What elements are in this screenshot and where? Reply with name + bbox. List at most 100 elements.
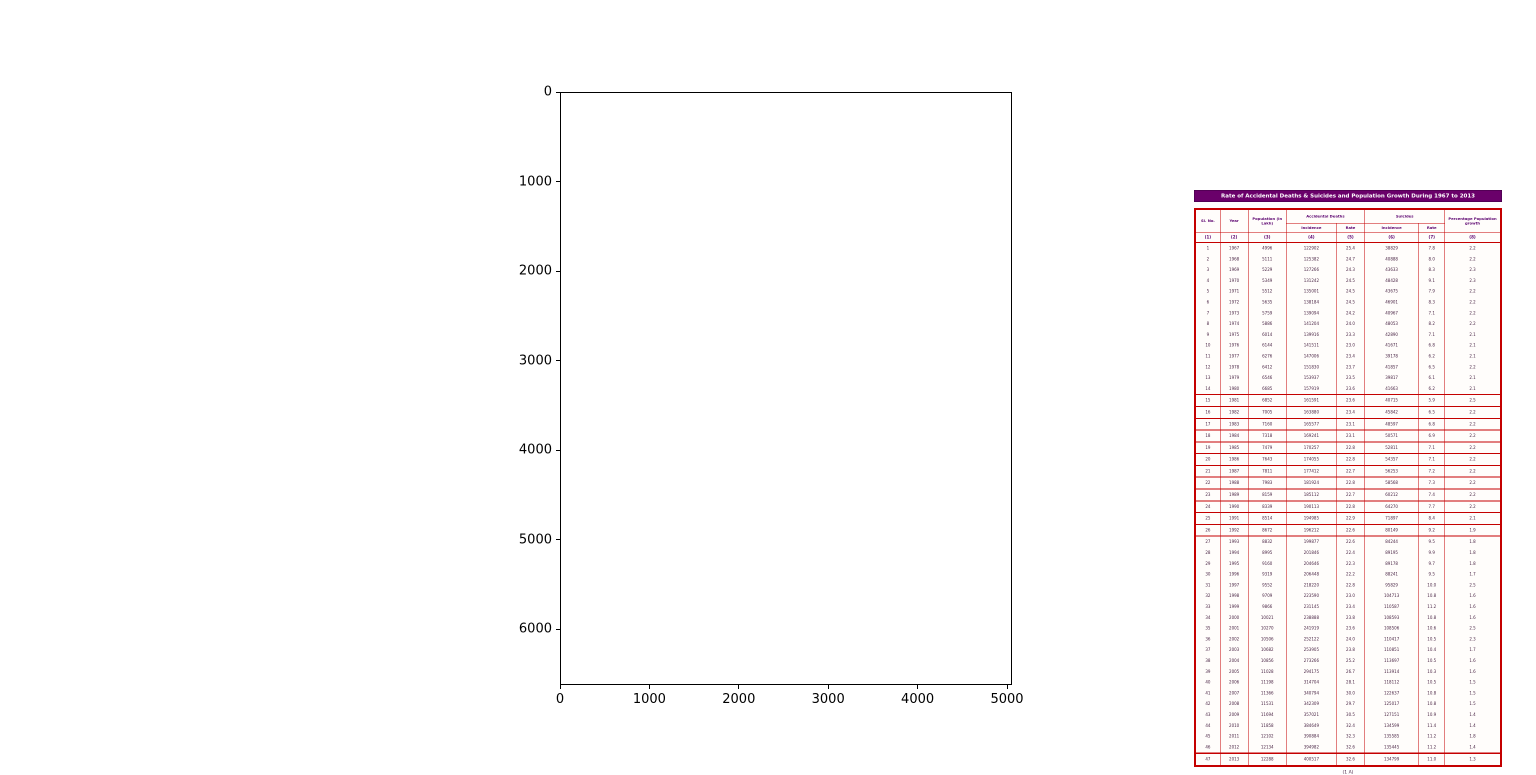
table-cell: 147006 xyxy=(1286,350,1337,362)
table-cell: 2.2 xyxy=(1444,500,1502,514)
table-cell: 23.6 xyxy=(1336,394,1365,407)
table-cell: 8.3 xyxy=(1418,264,1446,276)
table-cell: 5349 xyxy=(1247,275,1287,287)
table-cell: 7.1 xyxy=(1418,307,1446,319)
table-row: 41 2007 11366 340794 30.0 122637 10.8 1.5 xyxy=(1194,687,1502,699)
table-cell: 7.1 xyxy=(1418,441,1446,455)
table-cell: 22.8 xyxy=(1336,441,1365,455)
table-cell: 5.9 xyxy=(1418,394,1446,407)
table-cell: 196212 xyxy=(1286,523,1337,537)
header-year: Year xyxy=(1219,208,1249,233)
table-cell: 110587 xyxy=(1364,601,1419,613)
table-cell: 43633 xyxy=(1364,264,1419,276)
table-cell: 138184 xyxy=(1286,296,1337,308)
table-cell: 9866 xyxy=(1247,601,1287,613)
table-cell: 89195 xyxy=(1364,547,1419,559)
x-tick-label: 0 xyxy=(555,692,565,707)
column-number-row: (1) (2) (3) (4) (5) (6) (7) (8) xyxy=(1194,232,1502,243)
table-cell: 206448 xyxy=(1286,569,1337,580)
table-cell: 2001 xyxy=(1219,623,1249,634)
table-cell: 48053 xyxy=(1364,318,1419,330)
table-cell: 9160 xyxy=(1247,558,1287,570)
table-row: 26 1992 8672 196212 22.6 80149 9.2 1.9 xyxy=(1194,523,1502,537)
table-cell: 41 xyxy=(1194,687,1221,699)
table-cell: 1.4 xyxy=(1444,720,1502,732)
table-cell: 23.0 xyxy=(1336,590,1365,602)
table-cell: 84244 xyxy=(1364,536,1419,548)
table-cell: 2.2 xyxy=(1444,441,1502,455)
table-row: 15 1981 6852 161591 23.6 40715 5.9 2.5 xyxy=(1194,394,1502,407)
table-cell: 2003 xyxy=(1219,644,1249,656)
table-cell: 110851 xyxy=(1364,644,1419,656)
table-cell: 32.6 xyxy=(1336,741,1365,754)
x-tick-label: 4000 xyxy=(901,692,935,707)
table-cell: 10.5 xyxy=(1418,677,1446,688)
table-cell: 20 xyxy=(1194,453,1221,466)
table-cell: 1.9 xyxy=(1444,523,1502,537)
table-cell: 2009 xyxy=(1219,709,1249,721)
table-cell: 1.4 xyxy=(1444,709,1502,721)
table-cell: 95829 xyxy=(1364,579,1419,591)
column-number-cell: (3) xyxy=(1247,232,1287,243)
header-population: Population (in Lakh) xyxy=(1247,208,1287,233)
x-tick-label: 1000 xyxy=(632,692,666,707)
table-cell: 1990 xyxy=(1219,500,1249,514)
table-cell: 1979 xyxy=(1219,372,1249,384)
table-cell: 2.1 xyxy=(1444,350,1502,362)
table-cell: 2.2 xyxy=(1444,488,1502,502)
table-cell: 1.4 xyxy=(1444,741,1502,754)
table-cell: 2.2 xyxy=(1444,307,1502,319)
table-cell: 1972 xyxy=(1219,296,1249,308)
table-cell: 1.5 xyxy=(1444,698,1502,710)
table-cell: 2.2 xyxy=(1444,361,1502,373)
table-cell: 1981 xyxy=(1219,394,1249,407)
table-cell: 34 xyxy=(1194,612,1221,624)
table-cell: 1998 xyxy=(1219,590,1249,602)
table-cell: 7 xyxy=(1194,307,1221,319)
table-cell: 2005 xyxy=(1219,666,1249,678)
table-cell: 45842 xyxy=(1364,405,1419,419)
table-cell: 8672 xyxy=(1247,523,1287,537)
table-cell: 7.2 xyxy=(1418,464,1446,478)
table-cell: 25.4 xyxy=(1336,242,1365,254)
table-cell: 185112 xyxy=(1286,488,1337,502)
table-cell: 10.9 xyxy=(1418,709,1446,721)
table-cell: 19 xyxy=(1194,441,1221,455)
table-cell: 2.2 xyxy=(1444,253,1502,265)
table-cell: 161591 xyxy=(1286,394,1337,407)
table-title-bar: Rate of Accidental Deaths & Suicides and… xyxy=(1194,190,1502,202)
table-cell: 1988 xyxy=(1219,476,1249,490)
table-cell: 23.0 xyxy=(1336,340,1365,351)
table-cell: 1 xyxy=(1194,242,1221,254)
table-cell: 384649 xyxy=(1286,720,1337,732)
table-cell: 2.3 xyxy=(1444,275,1502,287)
table-cell: 7.1 xyxy=(1418,329,1446,341)
table-cell: 125017 xyxy=(1364,698,1419,710)
table-cell: 153937 xyxy=(1286,372,1337,384)
table-cell: 41663 xyxy=(1364,383,1419,395)
table-cell: 1975 xyxy=(1219,329,1249,341)
table-cell: 1970 xyxy=(1219,275,1249,287)
table-cell: 46901 xyxy=(1364,296,1419,308)
table-cell: 10.8 xyxy=(1418,698,1446,710)
table-cell: 1.5 xyxy=(1444,677,1502,688)
table-row: 6 1972 5635 138184 24.5 46901 8.3 2.2 xyxy=(1194,296,1502,308)
table-cell: 5759 xyxy=(1247,307,1287,319)
table-cell: 9.7 xyxy=(1418,558,1446,570)
table-cell: 194985 xyxy=(1286,512,1337,525)
table-cell: 23.4 xyxy=(1336,405,1365,419)
table-row: 21 1987 7811 177412 22.7 56253 7.2 2.2 xyxy=(1194,464,1502,478)
table-cell: 135445 xyxy=(1364,741,1419,754)
table-cell: 2000 xyxy=(1219,612,1249,624)
column-number-cell: (7) xyxy=(1418,232,1446,243)
y-tick-mark xyxy=(556,449,560,451)
table-cell: 26.7 xyxy=(1336,666,1365,678)
table-cell: 174055 xyxy=(1286,453,1337,466)
table-cell: 5886 xyxy=(1247,318,1287,330)
table-cell: 22.7 xyxy=(1336,464,1365,478)
table-cell: 113914 xyxy=(1364,666,1419,678)
axes: Rate of Accidental Deaths & Suicides and… xyxy=(560,92,1502,775)
table-cell: 9.9 xyxy=(1418,547,1446,559)
table-cell: 1.6 xyxy=(1444,601,1502,613)
table-cell: 1985 xyxy=(1219,441,1249,455)
